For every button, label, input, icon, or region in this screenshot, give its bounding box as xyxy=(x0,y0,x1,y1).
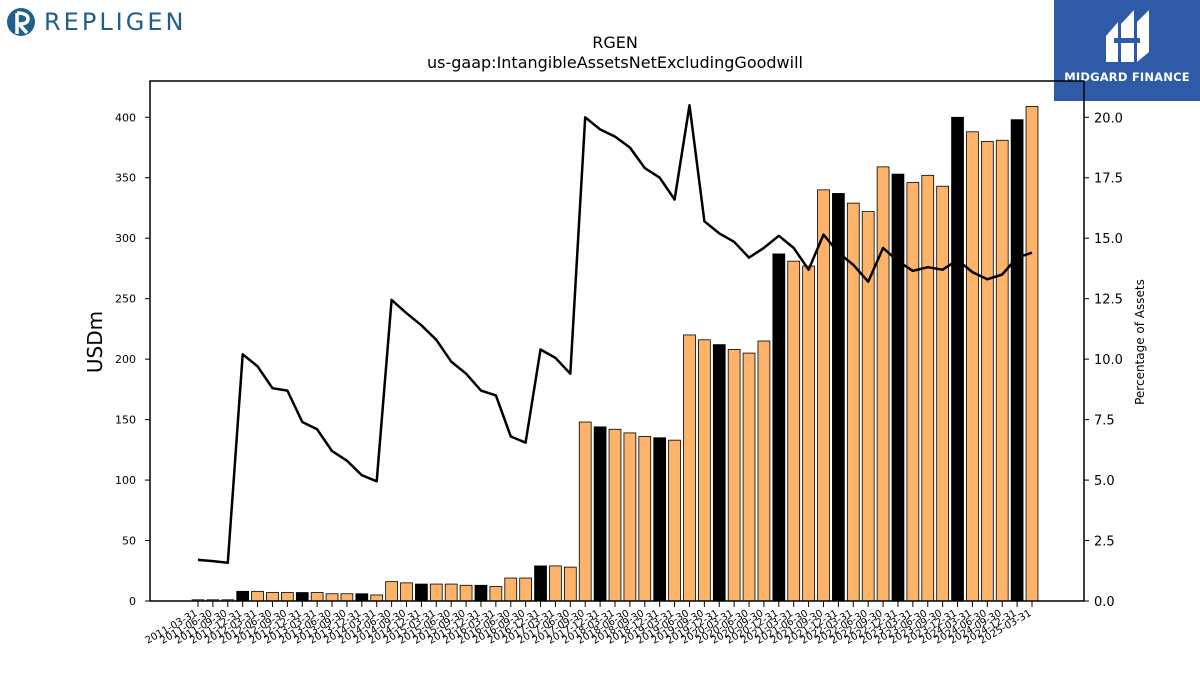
bar-2015-03-31 xyxy=(429,583,443,602)
y2-tick-label: 0.0 xyxy=(1094,595,1115,610)
midgard-finance-logo: MIDGARD FINANCE xyxy=(1054,0,1200,101)
repligen-wordmark: REPLIGEN xyxy=(44,8,187,36)
midgard-mark-icon xyxy=(1106,10,1149,62)
bar-2014-03-31 xyxy=(370,594,384,602)
repligen-mark-icon xyxy=(7,8,35,36)
bar-2019-12-31 xyxy=(712,344,726,602)
bar-2015-06-30 xyxy=(444,583,458,602)
bar-2020-06-30 xyxy=(742,352,756,602)
bar-2015-09-30 xyxy=(459,584,473,602)
bar-2021-03-31 xyxy=(787,260,801,602)
y2-axis-ticks: 0.0 2.5 5.0 7.5 10.0 12.5 15.0 17.5 20.0 xyxy=(1084,111,1123,610)
bar-2024-12-31 xyxy=(1010,119,1024,602)
x-axis-ticks: 2011-03-312011-06-302011-09-302011-12-31… xyxy=(144,601,1034,647)
bar-2012-12-31 xyxy=(295,592,309,602)
bar-2019-06-30 xyxy=(683,334,696,602)
bar-2025-03-31 xyxy=(1025,105,1039,602)
bar-2024-03-31 xyxy=(966,131,979,602)
plot-frame xyxy=(149,80,1085,602)
y2-tick-label: 20.0 xyxy=(1094,111,1123,126)
bar-2023-09-30 xyxy=(936,185,950,602)
bar-2017-12-31 xyxy=(593,426,607,602)
y-tick-label: 0 xyxy=(129,595,136,608)
bar-2023-06-30 xyxy=(921,174,935,602)
bar-2013-09-30 xyxy=(340,593,354,602)
y2-tick-label: 15.0 xyxy=(1094,232,1123,247)
bar-2021-09-30 xyxy=(817,189,830,602)
y-tick-label: 100 xyxy=(115,474,136,487)
bar-2017-06-30 xyxy=(563,566,577,602)
y2-tick-label: 7.5 xyxy=(1094,414,1115,429)
bar-2016-03-31 xyxy=(489,586,503,602)
y2-tick-label: 17.5 xyxy=(1094,172,1123,187)
bar-2024-06-30 xyxy=(980,141,994,602)
y-tick-label: 400 xyxy=(115,111,136,124)
bar-2014-09-30 xyxy=(400,582,413,602)
y-tick-label: 250 xyxy=(115,293,136,306)
bar-2016-06-30 xyxy=(504,577,518,602)
y2-tick-label: 5.0 xyxy=(1094,474,1115,489)
bar-2013-12-31 xyxy=(355,593,369,602)
bar-2023-12-31 xyxy=(951,116,964,602)
chart-subtitle: us-gaap:IntangibleAssetsNetExcludingGood… xyxy=(427,53,803,72)
bar-2018-12-31 xyxy=(653,437,667,602)
bar-2016-12-31 xyxy=(534,565,547,602)
bar-2011-12-31 xyxy=(236,590,250,602)
bar-2019-09-30 xyxy=(698,339,711,602)
bar-2016-09-30 xyxy=(519,577,533,602)
bar-2020-12-31 xyxy=(772,253,786,602)
y2-tick-label: 12.5 xyxy=(1094,293,1123,308)
y2-axis-label: Percentage of Assets xyxy=(1133,279,1147,405)
bar-2020-03-31 xyxy=(727,349,741,602)
y2-tick-label: 10.0 xyxy=(1094,353,1123,368)
bar-2015-12-31 xyxy=(474,584,488,602)
bar-2018-03-31 xyxy=(608,428,622,602)
chart-title: RGEN xyxy=(592,33,638,52)
bar-2022-09-30 xyxy=(876,166,890,602)
bar-2012-09-30 xyxy=(280,592,294,602)
y-tick-label: 200 xyxy=(115,353,136,366)
bar-series xyxy=(191,105,1039,602)
y-axis-label: USDm xyxy=(83,311,107,373)
line-series xyxy=(197,103,1033,565)
y-tick-label: 350 xyxy=(115,172,136,185)
bar-2018-09-30 xyxy=(638,436,652,602)
bar-2014-06-30 xyxy=(385,581,398,602)
bar-2012-06-30 xyxy=(266,592,279,602)
bar-2022-12-31 xyxy=(891,173,905,602)
y-tick-label: 150 xyxy=(115,414,136,427)
y-tick-label: 50 xyxy=(122,535,136,548)
bar-2021-06-30 xyxy=(802,265,815,602)
bar-2019-03-31 xyxy=(668,439,681,602)
y2-tick-label: 2.5 xyxy=(1094,535,1115,550)
bar-2013-06-30 xyxy=(325,593,339,602)
bar-2023-03-31 xyxy=(906,182,920,602)
y-axis-ticks: 0 50 100 150 200 250 300 350 400 xyxy=(115,111,150,608)
repligen-logo: REPLIGEN xyxy=(6,4,186,40)
bar-2024-09-30 xyxy=(995,139,1009,602)
bar-2017-09-30 xyxy=(578,421,592,602)
midgard-wordmark: MIDGARD FINANCE xyxy=(1064,70,1190,84)
y-tick-label: 300 xyxy=(115,232,136,245)
bar-2017-03-31 xyxy=(549,565,562,602)
bar-2020-09-30 xyxy=(757,340,771,602)
percentage-of-assets-line xyxy=(197,103,1033,565)
bar-2012-03-31 xyxy=(251,590,264,602)
bar-2014-12-31 xyxy=(415,583,428,602)
bar-2018-06-30 xyxy=(623,432,637,602)
bar-2013-03-31 xyxy=(310,592,324,602)
